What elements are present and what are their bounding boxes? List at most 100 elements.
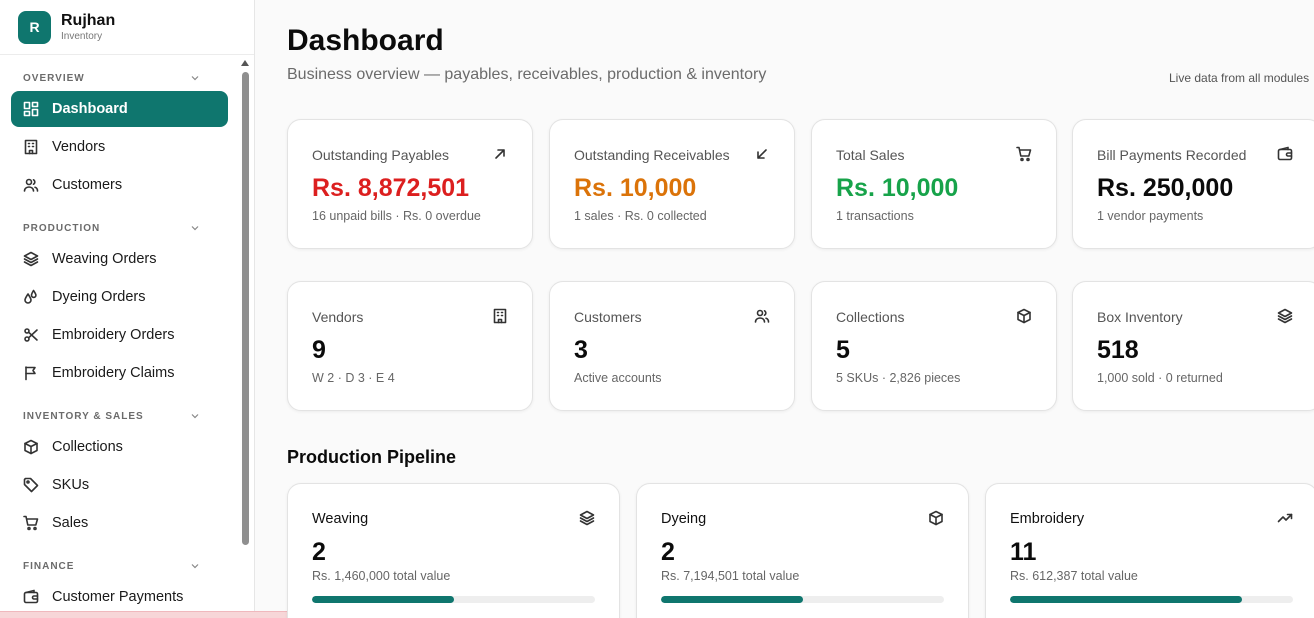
stat-subtext: Active accounts: [574, 371, 662, 385]
section-inventory-sales[interactable]: INVENTORY & SALES: [0, 404, 240, 428]
kpi-card-outstanding-payables[interactable]: Outstanding Payables Rs. 8,872,501 16 un…: [287, 119, 533, 249]
chevron-down-icon: [191, 564, 199, 569]
pipeline-card-dyeing[interactable]: Dyeing 2 Rs. 7,194,501 total value: [636, 483, 969, 618]
sidebar-item-label: SKUs: [52, 477, 90, 493]
stat-card-customers[interactable]: Customers 3 Active accounts: [549, 281, 795, 411]
section-title: PRODUCTION: [23, 222, 101, 234]
kpi-subtext: 16 unpaid bills · Rs. 0 overdue: [312, 209, 481, 223]
pipeline-stage-value: Rs. 7,194,501 total value: [661, 569, 800, 583]
section-finance[interactable]: FINANCE: [0, 554, 240, 578]
kpi-label: Outstanding Receivables: [574, 147, 730, 163]
scrollbar-thumb[interactable]: [242, 72, 249, 545]
section-production[interactable]: PRODUCTION: [0, 216, 240, 240]
pipeline-stage-label: Embroidery: [1010, 511, 1085, 527]
tag-icon: [23, 477, 39, 493]
status-bar: [0, 611, 313, 618]
kpi-label: Total Sales: [836, 147, 905, 163]
sidebar-item-customers[interactable]: Customers: [11, 167, 228, 203]
flag-icon: [25, 366, 36, 381]
page-subtitle: Business overview — payables, receivable…: [287, 66, 767, 83]
pipeline-stage-count: 11: [1010, 538, 1037, 566]
section-title: FINANCE: [23, 560, 75, 572]
stat-subtext: W 2 · D 3 · E 4: [312, 371, 395, 385]
kpi-card-total-sales[interactable]: Total Sales Rs. 10,000 1 transactions: [811, 119, 1057, 249]
kpi-label: Outstanding Payables: [312, 147, 449, 163]
sidebar-item-label: Dashboard: [52, 101, 128, 117]
chevron-down-icon: [191, 226, 199, 231]
stat-label: Customers: [574, 309, 642, 325]
package-icon: [929, 510, 943, 526]
building-icon: [493, 308, 507, 324]
pipeline-stage-value: Rs. 1,460,000 total value: [312, 569, 451, 583]
pipeline-stage-label: Weaving: [312, 511, 369, 527]
progress-track: [312, 596, 595, 603]
sidebar-item-sales[interactable]: Sales: [11, 505, 228, 541]
sidebar-item-collections[interactable]: Collections: [11, 429, 228, 465]
sidebar-item-weaving-orders[interactable]: Weaving Orders: [11, 241, 228, 277]
sidebar-item-label: Embroidery Orders: [52, 327, 175, 343]
stat-card-collections[interactable]: Collections 5 5 SKUs · 2,826 pieces: [811, 281, 1057, 411]
kpi-value: Rs. 10,000: [574, 174, 697, 202]
sidebar-item-dyeing-orders[interactable]: Dyeing Orders: [11, 279, 228, 315]
progress-fill: [661, 596, 803, 603]
trending-up-icon: [1277, 513, 1293, 523]
brand-logo: R: [18, 10, 51, 44]
sidebar-item-embroidery-claims[interactable]: Embroidery Claims: [11, 355, 228, 391]
pipeline-card-embroidery[interactable]: Embroidery 11 Rs. 612,387 total value: [985, 483, 1314, 618]
stat-label: Box Inventory: [1097, 309, 1183, 325]
sidebar-item-label: Weaving Orders: [52, 251, 157, 267]
brand-subtitle: Inventory: [61, 30, 103, 42]
live-data-note: Live data from all modules: [1169, 71, 1310, 85]
chevron-down-icon: [191, 76, 199, 81]
page-title: Dashboard: [287, 24, 444, 57]
sidebar-item-vendors[interactable]: Vendors: [11, 129, 228, 165]
stat-value: 518: [1097, 336, 1139, 364]
droplets-icon: [24, 289, 37, 304]
pipeline-stage-count: 2: [312, 538, 326, 566]
kpi-card-bill-payments[interactable]: Bill Payments Recorded Rs. 250,000 1 ven…: [1072, 119, 1314, 249]
arrow-down-left-icon: [757, 149, 767, 159]
package-icon: [1017, 308, 1031, 324]
stat-subtext: 1,000 sold · 0 returned: [1097, 371, 1223, 385]
brand-name: Rujhan: [61, 11, 116, 29]
stat-card-vendors[interactable]: Vendors 9 W 2 · D 3 · E 4: [287, 281, 533, 411]
pipeline-title: Production Pipeline: [287, 447, 457, 467]
users-icon: [23, 178, 39, 192]
kpi-label: Bill Payments Recorded: [1097, 147, 1247, 163]
kpi-subtext: 1 sales · Rs. 0 collected: [574, 209, 707, 223]
sidebar-item-embroidery-orders[interactable]: Embroidery Orders: [11, 317, 228, 353]
section-title: INVENTORY & SALES: [23, 410, 144, 422]
kpi-value: Rs. 250,000: [1097, 174, 1234, 202]
stat-value: 3: [574, 336, 588, 364]
main-content: Dashboard Business overview — payables, …: [255, 0, 1314, 618]
stat-card-box-inventory[interactable]: Box Inventory 518 1,000 sold · 0 returne…: [1072, 281, 1314, 411]
brand[interactable]: R Rujhan Inventory: [0, 0, 254, 55]
section-overview[interactable]: OVERVIEW: [0, 66, 240, 90]
sidebar-item-label: Collections: [52, 439, 123, 455]
layers-icon: [23, 251, 39, 267]
progress-track: [1010, 596, 1293, 603]
chevron-down-icon: [191, 414, 199, 419]
sidebar-item-label: Sales: [52, 515, 89, 531]
wallet-icon: [1277, 146, 1293, 161]
scroll-up-arrow-icon[interactable]: [241, 60, 249, 66]
sidebar-item-label: Customer Payments: [52, 589, 184, 605]
scissors-icon: [24, 328, 38, 342]
section-title: OVERVIEW: [23, 72, 85, 84]
sidebar-scrollbar[interactable]: [240, 60, 250, 618]
pipeline-card-weaving[interactable]: Weaving 2 Rs. 1,460,000 total value: [287, 483, 620, 618]
kpi-value: Rs. 8,872,501: [312, 174, 470, 202]
kpi-value: Rs. 10,000: [836, 174, 959, 202]
sidebar-item-customer-payments[interactable]: Customer Payments: [11, 579, 228, 615]
kpi-subtext: 1 vendor payments: [1097, 209, 1204, 223]
kpi-card-outstanding-receivables[interactable]: Outstanding Receivables Rs. 10,000 1 sal…: [549, 119, 795, 249]
sidebar: R Rujhan Inventory OVERVIEW Dashboard Ve…: [0, 0, 255, 618]
sidebar-item-skus[interactable]: SKUs: [11, 467, 228, 503]
stat-value: 5: [836, 336, 850, 364]
sidebar-item-label: Customers: [52, 177, 123, 193]
building-icon: [24, 139, 38, 155]
sidebar-item-dashboard[interactable]: Dashboard: [11, 91, 228, 127]
progress-fill: [1010, 596, 1243, 603]
layers-icon: [579, 510, 595, 526]
cart-icon: [23, 515, 39, 531]
